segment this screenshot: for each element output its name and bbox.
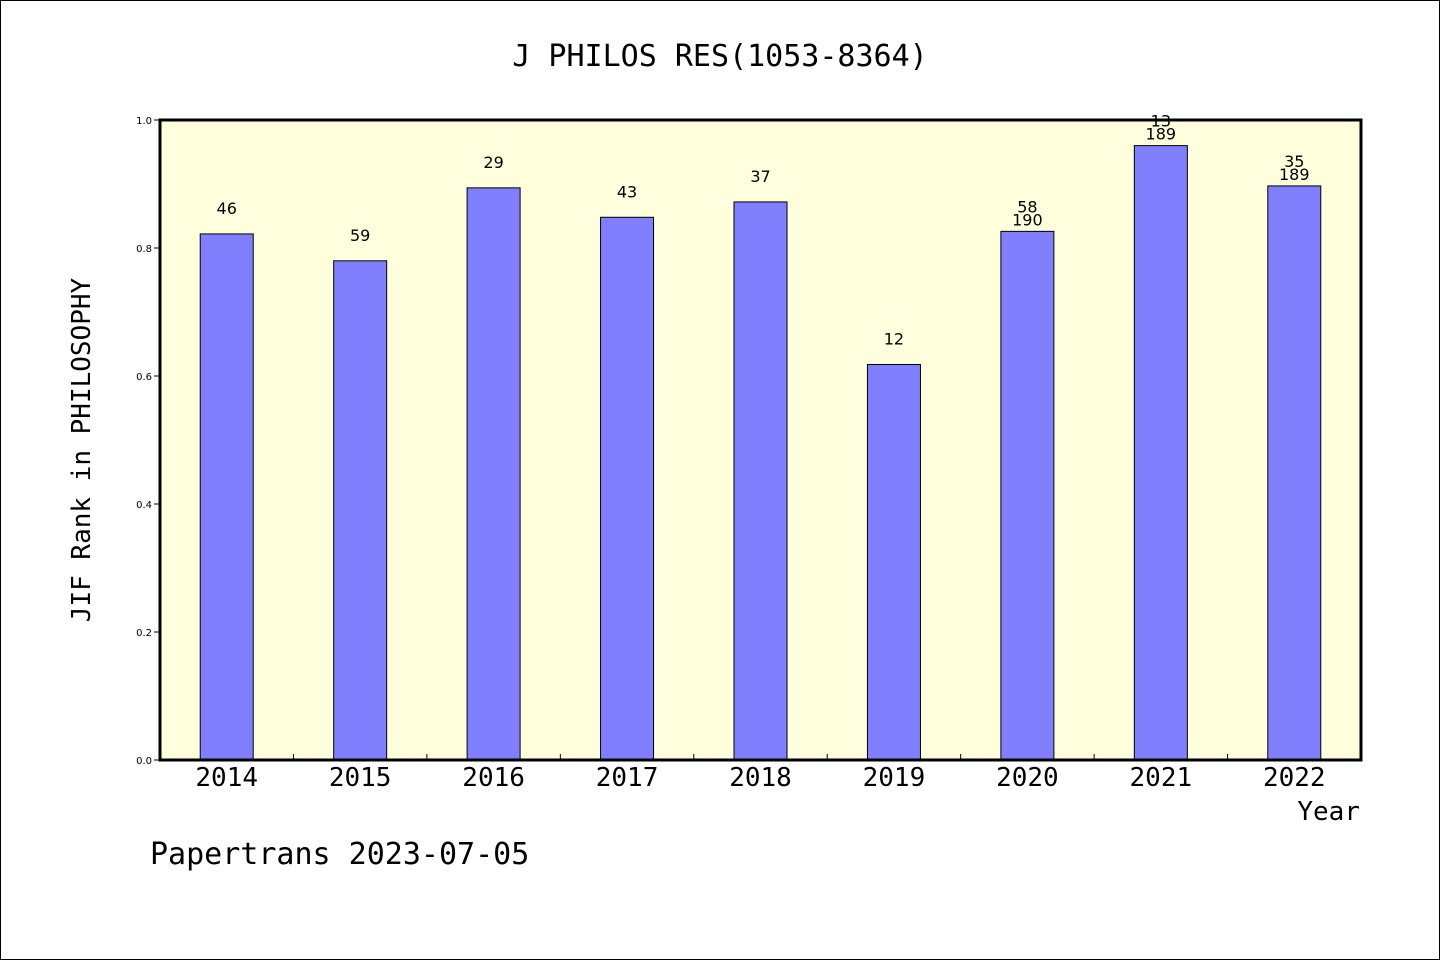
footer-credit: Papertrans 2023-07-05 xyxy=(150,837,529,872)
x-tick-label: 2022 xyxy=(1263,763,1326,793)
plot-border xyxy=(158,118,1363,762)
data-label: 43 xyxy=(617,182,637,201)
bar-2019 xyxy=(866,363,921,761)
x-axis-ticks: 2014 2015 2016 2017 2018 2019 2020 2021 2022 xyxy=(195,754,1326,793)
x-tick-label: 2017 xyxy=(596,763,659,793)
y-axis-ticks: 0.0 0.2 0.4 0.6 0.8 1.0 xyxy=(136,116,160,767)
data-label: 46 xyxy=(217,199,237,218)
data-label-numerator: 58 xyxy=(1017,197,1037,216)
bar-2018 xyxy=(733,201,788,761)
data-label: 37 xyxy=(750,167,770,186)
x-tick-label: 2016 xyxy=(462,763,525,793)
data-label: 12 xyxy=(884,329,904,348)
y-tick-label: 0.4 xyxy=(136,500,152,511)
bar-series xyxy=(199,145,1322,761)
bar-2022 xyxy=(1267,185,1322,761)
data-label: 29 xyxy=(483,153,503,172)
data-label: 59 xyxy=(350,226,370,245)
bar-2016 xyxy=(466,187,521,761)
bar-2015 xyxy=(333,260,388,761)
bar-2020 xyxy=(1000,230,1055,761)
bar-2021 xyxy=(1133,145,1188,761)
data-label-denominator: 190 xyxy=(1012,210,1043,229)
x-tick-label: 2018 xyxy=(729,763,792,793)
data-label-denominator: 189 xyxy=(1146,125,1177,144)
x-tick-label: 2014 xyxy=(195,763,258,793)
bar-2017 xyxy=(600,216,655,761)
x-tick-label: 2020 xyxy=(996,763,1059,793)
y-tick-label: 0.0 xyxy=(136,756,152,767)
y-tick-label: 1.0 xyxy=(136,116,152,127)
x-tick-label: 2021 xyxy=(1130,763,1193,793)
y-tick-label: 0.6 xyxy=(136,372,152,383)
x-axis-title: Year xyxy=(1297,797,1360,827)
chart-title: J PHILOS RES(1053-8364) xyxy=(512,39,927,74)
y-tick-label: 0.2 xyxy=(136,628,152,639)
y-axis-title: JIF Rank in PHILOSOPHY xyxy=(67,277,97,622)
x-tick-label: 2019 xyxy=(863,763,926,793)
data-label-denominator: 189 xyxy=(1279,165,1310,184)
y-tick-label: 0.8 xyxy=(136,244,152,255)
x-tick-label: 2015 xyxy=(329,763,392,793)
data-label-numerator: 35 xyxy=(1284,152,1304,171)
bar-2014 xyxy=(199,233,254,761)
